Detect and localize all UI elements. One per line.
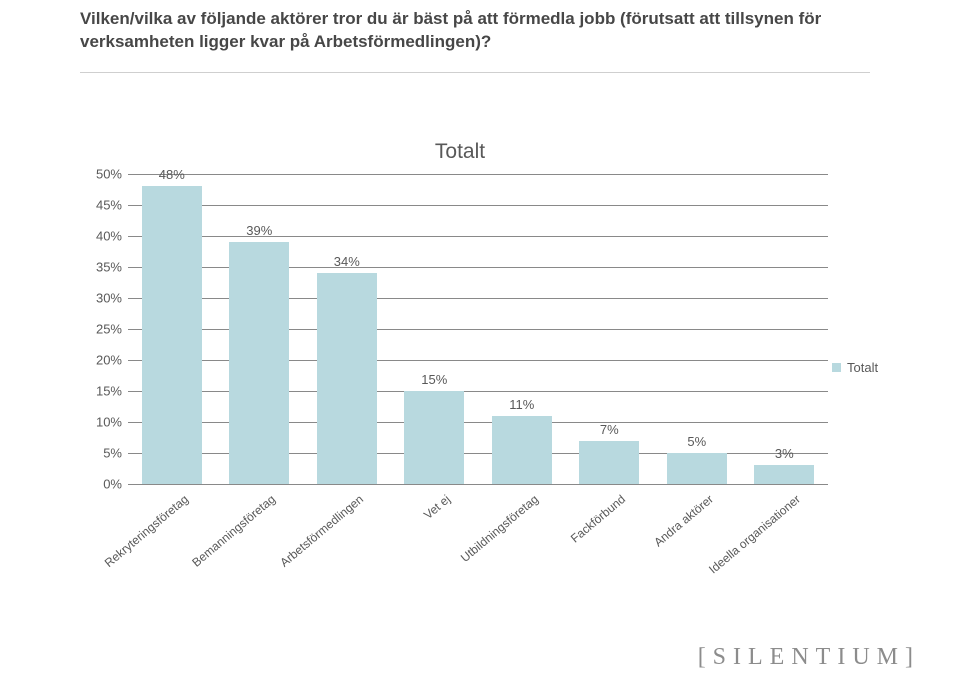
bar-value-label: 7%	[579, 422, 639, 437]
bar-slot: 48%	[142, 186, 202, 484]
x-axis-label: Rekryteringsföretag	[102, 492, 191, 570]
y-axis-label: 30%	[80, 291, 122, 306]
x-axis-label: Ideella organisationer	[706, 492, 803, 576]
bar-value-label: 48%	[142, 167, 202, 182]
bar	[317, 273, 377, 484]
bar-value-label: 11%	[492, 397, 552, 412]
y-axis-label: 45%	[80, 198, 122, 213]
y-axis-label: 25%	[80, 322, 122, 337]
bar-chart: Totalt 0% 5% 10% 15% 20% 25% 30% 35% 40% 45% 50% 48…	[80, 140, 880, 574]
bar-slot: 3%	[754, 465, 814, 484]
bar-value-label: 5%	[667, 434, 727, 449]
question-text: Vilken/vilka av följande aktörer tror du…	[80, 8, 840, 54]
y-axis-label: 40%	[80, 229, 122, 244]
y-axis-label: 35%	[80, 260, 122, 275]
divider	[80, 72, 870, 73]
bar-slot: 15%	[404, 391, 464, 484]
bar	[142, 186, 202, 484]
bar-value-label: 3%	[754, 446, 814, 461]
bar-value-label: 34%	[317, 254, 377, 269]
bar-slot: 7%	[579, 441, 639, 484]
bar-slot: 11%	[492, 416, 552, 484]
bar-value-label: 15%	[404, 372, 464, 387]
bar-slot: 5%	[667, 453, 727, 484]
y-axis-label: 50%	[80, 167, 122, 182]
chart-title: Totalt	[40, 140, 880, 164]
x-axis-label: Andra aktörer	[651, 492, 716, 549]
x-axis-label: Vet ej	[421, 492, 453, 522]
bars-row: 0%5%10%15%20%25%30%35%40%45%50%48%39%34%…	[128, 174, 828, 484]
bar	[404, 391, 464, 484]
x-axis-label: Arbetsförmedlingen	[277, 492, 366, 570]
x-axis-label: Fackförbund	[568, 492, 628, 546]
x-axis-label: Bemanningsföretag	[190, 492, 279, 570]
legend-swatch	[832, 363, 841, 372]
x-axis-labels: RekryteringsföretagBemanningsföretagArbe…	[128, 484, 828, 574]
bar	[754, 465, 814, 484]
legend: Totalt	[832, 360, 878, 375]
legend-label: Totalt	[847, 360, 878, 375]
y-axis-label: 5%	[80, 446, 122, 461]
bar-slot: 39%	[229, 242, 289, 484]
y-axis-label: 0%	[80, 477, 122, 492]
y-axis-label: 20%	[80, 353, 122, 368]
bar	[579, 441, 639, 484]
bar-slot: 34%	[317, 273, 377, 484]
gridline	[128, 174, 828, 175]
plot-area: 0%5%10%15%20%25%30%35%40%45%50%48%39%34%…	[128, 174, 828, 484]
x-axis-label: Utbildningsföretag	[458, 492, 541, 565]
bar	[492, 416, 552, 484]
bar	[667, 453, 727, 484]
y-axis-label: 15%	[80, 384, 122, 399]
y-axis-label: 10%	[80, 415, 122, 430]
logo: [SILENTIUM]	[698, 644, 920, 671]
bar-value-label: 39%	[229, 223, 289, 238]
gridline	[128, 205, 828, 206]
bar	[229, 242, 289, 484]
